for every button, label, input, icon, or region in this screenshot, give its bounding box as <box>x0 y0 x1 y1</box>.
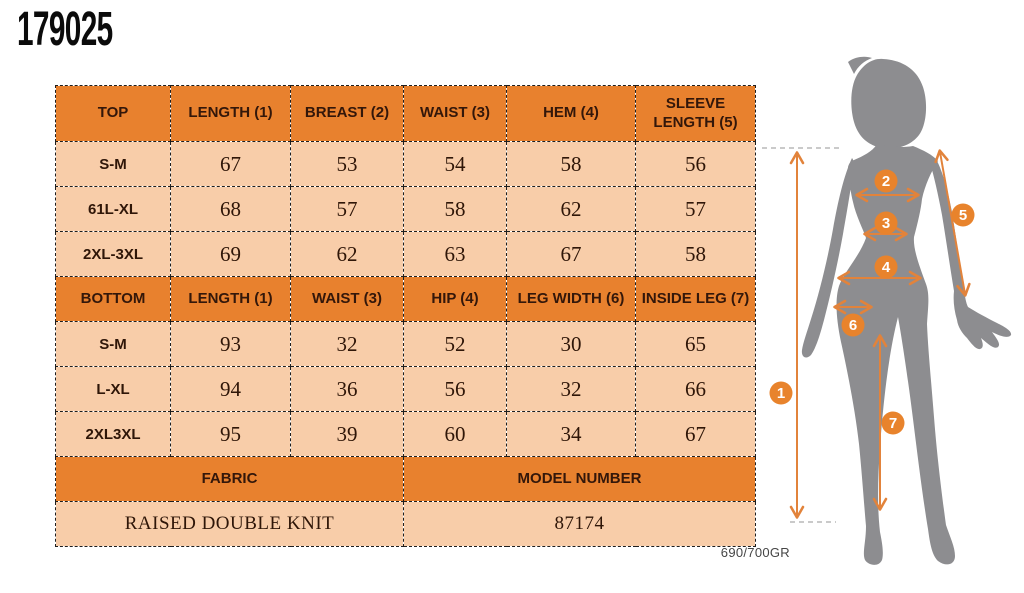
table-row: 61L-XL 68 57 58 62 57 <box>55 186 756 232</box>
marker-badges: 1 2 3 4 5 6 7 <box>769 169 975 435</box>
col-header-waist: WAIST (3) <box>403 85 507 142</box>
fabric-header: FABRIC <box>55 456 404 502</box>
measure-arrow-5 <box>934 149 971 297</box>
model-number-value: 87174 <box>403 501 756 547</box>
svg-text:1: 1 <box>777 385 785 402</box>
measure-value-cell: 95 <box>170 411 291 457</box>
svg-text:5: 5 <box>959 207 967 224</box>
bottom-header-row: BOTTOM LENGTH (1) WAIST (3) HIP (4) LEG … <box>55 276 756 322</box>
measure-value-cell: 30 <box>506 321 636 367</box>
page-title: 179025 <box>17 3 113 56</box>
table-row: S-M 67 53 54 58 56 <box>55 141 756 187</box>
measure-value-cell: 36 <box>290 366 404 412</box>
fabric-value: RAISED DOUBLE KNIT <box>55 501 404 547</box>
svg-text:3: 3 <box>882 215 890 232</box>
measure-value-cell: 63 <box>403 231 507 277</box>
guide-lines <box>762 147 840 523</box>
measure-value-cell: 60 <box>403 411 507 457</box>
footer-header-row: FABRIC MODEL NUMBER <box>55 456 756 502</box>
size-label-cell: 61L-XL <box>55 186 171 232</box>
table-row: L-XL 94 36 56 32 66 <box>55 366 756 412</box>
col-header-length: LENGTH (1) <box>170 85 291 142</box>
col-header-leg-width: LEG WIDTH (6) <box>506 276 636 322</box>
measure-value-cell: 67 <box>506 231 636 277</box>
measure-value-cell: 62 <box>506 186 636 232</box>
size-label-cell: S-M <box>55 321 171 367</box>
measure-value-cell: 56 <box>635 141 756 187</box>
col-header-breast: BREAST (2) <box>290 85 404 142</box>
measure-value-cell: 65 <box>635 321 756 367</box>
measure-value-cell: 67 <box>170 141 291 187</box>
marker-badge-7: 7 <box>881 411 905 435</box>
measure-value-cell: 54 <box>403 141 507 187</box>
woman-silhouette <box>801 56 1012 565</box>
col-header-top: TOP <box>55 85 171 142</box>
table-row: 2XL3XL 95 39 60 34 67 <box>55 411 756 457</box>
table-row: 2XL-3XL 69 62 63 67 58 <box>55 231 756 277</box>
weight-note: 690/700GR <box>720 545 790 560</box>
measure-value-cell: 58 <box>506 141 636 187</box>
measure-value-cell: 66 <box>635 366 756 412</box>
measure-value-cell: 67 <box>635 411 756 457</box>
col-header-hip: HIP (4) <box>403 276 507 322</box>
marker-badge-4: 4 <box>874 255 898 279</box>
measure-arrows <box>789 149 971 519</box>
measure-value-cell: 69 <box>170 231 291 277</box>
measure-value-cell: 94 <box>170 366 291 412</box>
col-header-hem: HEM (4) <box>506 85 636 142</box>
col-header-sleeve-length: SLEEVE LENGTH (5) <box>635 85 756 142</box>
marker-badge-6: 6 <box>841 313 865 337</box>
measure-value-cell: 39 <box>290 411 404 457</box>
measure-value-cell: 62 <box>290 231 404 277</box>
marker-badge-2: 2 <box>874 169 898 193</box>
svg-text:7: 7 <box>889 415 897 432</box>
size-table: TOP LENGTH (1) BREAST (2) WAIST (3) HEM … <box>55 85 756 547</box>
footer-value-row: RAISED DOUBLE KNIT 87174 <box>55 501 756 547</box>
measure-value-cell: 32 <box>506 366 636 412</box>
measure-value-cell: 52 <box>403 321 507 367</box>
top-header-row: TOP LENGTH (1) BREAST (2) WAIST (3) HEM … <box>55 85 756 142</box>
svg-text:6: 6 <box>849 317 857 334</box>
measure-value-cell: 58 <box>635 231 756 277</box>
measure-value-cell: 68 <box>170 186 291 232</box>
model-number-header: MODEL NUMBER <box>403 456 756 502</box>
col-header-inside-leg: INSIDE LEG (7) <box>635 276 756 322</box>
measure-value-cell: 58 <box>403 186 507 232</box>
col-header-bottom: BOTTOM <box>55 276 171 322</box>
size-label-cell: 2XL-3XL <box>55 231 171 277</box>
silhouette-left-arm <box>801 158 854 358</box>
svg-text:2: 2 <box>882 173 890 190</box>
silhouette-right-arm <box>930 159 1012 350</box>
marker-badge-5: 5 <box>951 203 975 227</box>
marker-badge-3: 3 <box>874 211 898 235</box>
marker-badge-1: 1 <box>769 381 793 405</box>
measure-value-cell: 57 <box>290 186 404 232</box>
silhouette-hair <box>851 58 927 149</box>
measure-value-cell: 32 <box>290 321 404 367</box>
size-label-cell: S-M <box>55 141 171 187</box>
svg-text:4: 4 <box>882 259 891 276</box>
col-header-length: LENGTH (1) <box>170 276 291 322</box>
measure-value-cell: 53 <box>290 141 404 187</box>
size-label-cell: L-XL <box>55 366 171 412</box>
measure-value-cell: 93 <box>170 321 291 367</box>
silhouette-hair-tuft <box>848 56 872 74</box>
col-header-waist: WAIST (3) <box>290 276 404 322</box>
measure-value-cell: 57 <box>635 186 756 232</box>
measure-value-cell: 56 <box>403 366 507 412</box>
size-label-cell: 2XL3XL <box>55 411 171 457</box>
table-row: S-M 93 32 52 30 65 <box>55 321 756 367</box>
measure-value-cell: 34 <box>506 411 636 457</box>
silhouette-body <box>836 144 955 565</box>
measurement-figure: 1 2 3 4 5 6 7 <box>762 56 1012 565</box>
